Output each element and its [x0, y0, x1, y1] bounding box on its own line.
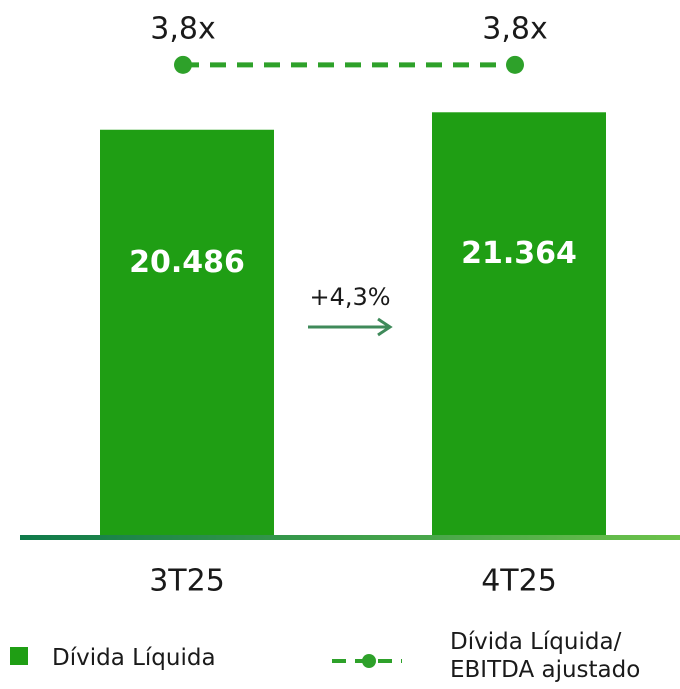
annotation-arrowhead [377, 317, 393, 337]
bar [432, 112, 606, 537]
data-label: 21.364 [461, 236, 577, 271]
legend-swatch [362, 654, 376, 668]
line-point [506, 55, 524, 74]
legend-label: Dívida Líquida/ EBITDA ajustado [450, 629, 641, 683]
line-point [174, 55, 192, 74]
x-tick-label: 3T25 [149, 564, 225, 599]
bar [100, 129, 274, 537]
data-label: 3,8x [482, 12, 547, 47]
legend-label: Dívida Líquida [52, 645, 216, 671]
baseline [20, 535, 680, 540]
data-label: 3,8x [150, 12, 215, 47]
x-tick-label: 4T25 [481, 564, 557, 599]
data-label: 20.486 [129, 245, 245, 280]
legend-swatch [10, 647, 28, 665]
annotation: +4,3% [309, 283, 390, 311]
